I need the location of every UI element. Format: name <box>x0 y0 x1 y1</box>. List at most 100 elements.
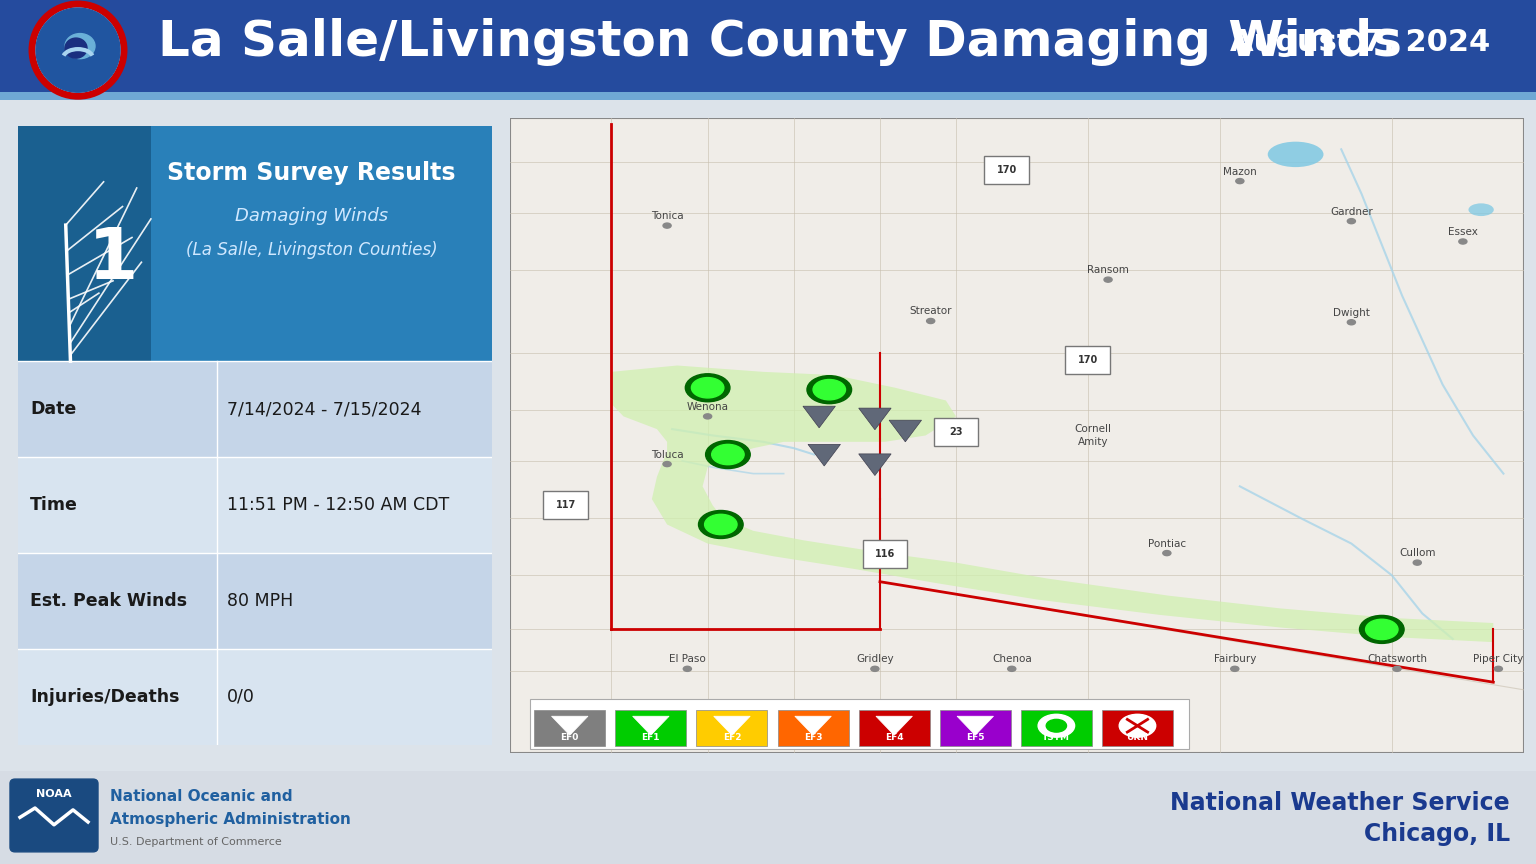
Circle shape <box>1366 619 1398 639</box>
FancyBboxPatch shape <box>777 710 848 746</box>
Circle shape <box>1359 615 1404 644</box>
Text: 11:51 PM - 12:50 AM CDT: 11:51 PM - 12:50 AM CDT <box>227 496 449 514</box>
Polygon shape <box>551 716 588 735</box>
Text: EF3: EF3 <box>803 733 822 742</box>
Text: 1: 1 <box>88 225 138 294</box>
Polygon shape <box>859 408 891 429</box>
Text: Essex: Essex <box>1448 227 1478 237</box>
Text: National Oceanic and: National Oceanic and <box>111 790 293 804</box>
FancyBboxPatch shape <box>616 710 687 746</box>
Text: EF4: EF4 <box>885 733 903 742</box>
FancyBboxPatch shape <box>11 779 98 852</box>
Text: El Paso: El Paso <box>670 654 705 664</box>
Circle shape <box>1495 666 1502 671</box>
Ellipse shape <box>65 38 88 58</box>
Circle shape <box>806 376 851 403</box>
Circle shape <box>1046 720 1066 732</box>
Text: UKN: UKN <box>1126 733 1149 742</box>
FancyBboxPatch shape <box>934 418 978 447</box>
Circle shape <box>926 319 935 323</box>
Circle shape <box>1236 179 1244 184</box>
Text: Wenona: Wenona <box>687 402 728 412</box>
Ellipse shape <box>1468 203 1495 216</box>
Text: Ransom: Ransom <box>1087 265 1129 275</box>
Text: Storm Survey Results: Storm Survey Results <box>167 161 456 185</box>
FancyBboxPatch shape <box>985 156 1029 184</box>
FancyBboxPatch shape <box>535 710 605 746</box>
Text: Injuries/Deaths: Injuries/Deaths <box>31 688 180 706</box>
Polygon shape <box>803 406 836 428</box>
Circle shape <box>664 461 671 467</box>
FancyBboxPatch shape <box>696 710 768 746</box>
Circle shape <box>691 378 723 398</box>
Text: 0/0: 0/0 <box>227 688 255 706</box>
Circle shape <box>705 514 737 535</box>
Circle shape <box>1459 239 1467 244</box>
Text: 23: 23 <box>949 428 963 437</box>
Text: EF1: EF1 <box>642 733 660 742</box>
Text: Pontiac: Pontiac <box>1147 538 1186 549</box>
FancyBboxPatch shape <box>1021 710 1092 746</box>
Text: Amity: Amity <box>1078 437 1107 447</box>
Circle shape <box>871 666 879 671</box>
Text: Minonk: Minonk <box>703 519 742 530</box>
Circle shape <box>703 414 711 419</box>
Text: EF2: EF2 <box>723 733 742 742</box>
Polygon shape <box>876 716 912 735</box>
Circle shape <box>813 379 845 400</box>
Circle shape <box>719 531 727 537</box>
Circle shape <box>1393 666 1401 671</box>
Text: Toluca: Toluca <box>651 449 684 460</box>
Text: Mazon: Mazon <box>1223 167 1256 176</box>
Circle shape <box>35 8 120 92</box>
Text: National Weather Service: National Weather Service <box>1170 791 1510 816</box>
Polygon shape <box>633 716 670 735</box>
Bar <box>18 361 492 457</box>
Circle shape <box>1230 666 1240 671</box>
Circle shape <box>1120 715 1155 737</box>
Text: 117: 117 <box>556 500 576 511</box>
Text: Tonica: Tonica <box>651 211 684 221</box>
Text: 170: 170 <box>1078 355 1098 365</box>
Circle shape <box>1347 320 1355 325</box>
Circle shape <box>664 223 671 228</box>
Circle shape <box>1104 277 1112 283</box>
Bar <box>0 92 1536 100</box>
Circle shape <box>685 374 730 402</box>
Text: August 7, 2024: August 7, 2024 <box>1230 28 1490 57</box>
Polygon shape <box>889 420 922 442</box>
Text: Date: Date <box>31 400 77 418</box>
Circle shape <box>1347 219 1355 224</box>
Text: Gardner: Gardner <box>1330 206 1373 217</box>
Text: Chenoa: Chenoa <box>992 654 1032 664</box>
Circle shape <box>699 511 743 538</box>
Text: NOAA: NOAA <box>37 789 72 799</box>
FancyBboxPatch shape <box>1101 710 1174 746</box>
Bar <box>18 553 492 649</box>
FancyBboxPatch shape <box>940 710 1011 746</box>
Text: Cornell: Cornell <box>1074 424 1112 434</box>
Text: (La Salle, Livingston Counties): (La Salle, Livingston Counties) <box>186 241 438 259</box>
Text: Dwight: Dwight <box>1333 308 1370 318</box>
Polygon shape <box>808 444 840 466</box>
Text: 80 MPH: 80 MPH <box>227 592 293 610</box>
Text: U.S. Department of Commerce: U.S. Department of Commerce <box>111 836 281 847</box>
Text: EF5: EF5 <box>966 733 985 742</box>
Text: Atmospheric Administration: Atmospheric Administration <box>111 811 350 827</box>
Circle shape <box>705 441 750 468</box>
Circle shape <box>711 444 743 465</box>
Bar <box>530 699 1189 749</box>
Text: Est. Peak Winds: Est. Peak Winds <box>31 592 187 610</box>
Circle shape <box>1038 715 1075 737</box>
Bar <box>18 649 492 745</box>
Text: Time: Time <box>31 496 78 514</box>
Text: La Salle/Livingston County Damaging Winds: La Salle/Livingston County Damaging Wind… <box>158 18 1402 66</box>
Circle shape <box>1008 666 1015 671</box>
Text: Chicago, IL: Chicago, IL <box>1364 823 1510 846</box>
Text: 116: 116 <box>876 550 895 559</box>
Circle shape <box>1163 550 1170 556</box>
Text: Streator: Streator <box>909 307 952 316</box>
Text: Piper City: Piper City <box>1473 654 1524 664</box>
Circle shape <box>32 4 124 96</box>
FancyBboxPatch shape <box>1066 346 1111 374</box>
